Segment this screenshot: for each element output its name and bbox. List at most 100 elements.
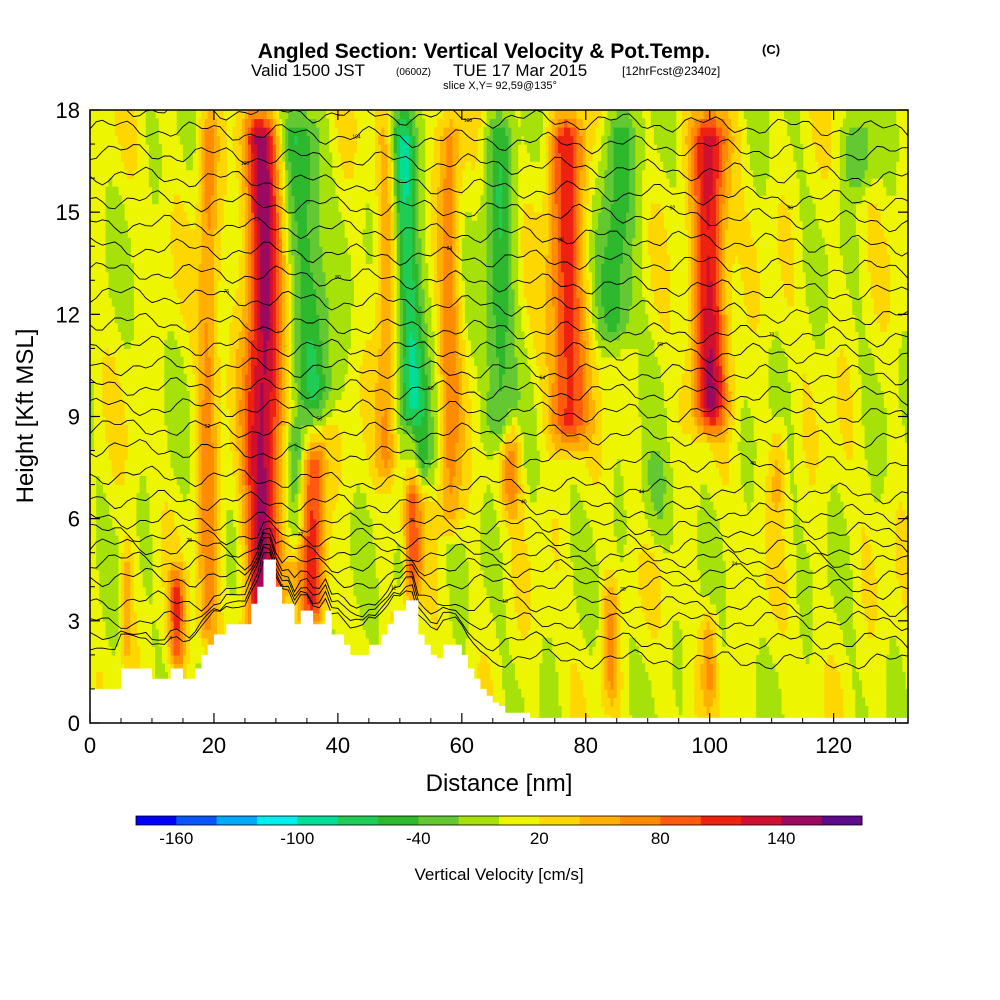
field-cell (207, 118, 212, 128)
field-cell (201, 195, 206, 205)
field-cell (427, 467, 432, 477)
field-cell (195, 501, 200, 511)
field-cell (204, 356, 209, 367)
field-cell (303, 271, 308, 281)
field-cell (368, 237, 373, 247)
field-cell (291, 331, 296, 341)
field-cell (282, 459, 286, 469)
field-cell (229, 356, 234, 367)
field-cell (127, 135, 131, 145)
field-cell (201, 552, 206, 562)
field-cell (204, 110, 209, 120)
field-cell (244, 612, 249, 622)
field-cell (226, 569, 231, 579)
field-cell (266, 254, 271, 264)
field-cell (173, 373, 178, 384)
field-cell (90, 425, 94, 435)
field-cell (213, 373, 218, 384)
field-cell (340, 314, 345, 324)
field-cell (409, 348, 413, 358)
field-cell (244, 169, 249, 179)
field-cell (378, 246, 382, 256)
field-cell (313, 399, 317, 409)
field-cell (275, 203, 280, 213)
field-cell (430, 339, 435, 349)
field-cell (133, 118, 138, 128)
field-cell (371, 544, 376, 554)
field-cell (182, 612, 187, 622)
field-cell (393, 144, 398, 154)
field-cell (384, 212, 389, 222)
field-cell (399, 501, 404, 511)
field-cell (387, 178, 392, 188)
field-cell (133, 637, 138, 647)
field-cell (294, 144, 299, 154)
field-cell (412, 527, 416, 537)
field-cell (269, 450, 274, 460)
field-cell (195, 365, 200, 375)
field-cell (303, 297, 308, 307)
field-cell (207, 152, 212, 162)
field-cell (288, 237, 292, 247)
field-cell (133, 654, 138, 664)
field-cell (198, 356, 203, 367)
field-cell (210, 365, 215, 375)
field-cell (182, 569, 187, 579)
field-cell (241, 322, 246, 332)
field-cell (213, 322, 218, 332)
field-cell (176, 280, 181, 290)
field-cell (133, 620, 138, 630)
field-cell (272, 246, 277, 256)
field-cell (340, 237, 345, 247)
field-cell (254, 518, 258, 528)
field-cell (285, 569, 289, 579)
field-cell (412, 442, 416, 452)
field-cell (235, 144, 240, 154)
field-cell (362, 373, 367, 384)
field-cell (337, 127, 342, 137)
field-cell (297, 535, 302, 545)
field-cell (378, 331, 382, 341)
field-cell (182, 246, 187, 256)
field-cell (368, 552, 373, 562)
field-cell (285, 322, 289, 332)
field-cell (421, 433, 426, 443)
field-cell (223, 127, 227, 137)
field-cell (309, 271, 314, 281)
field-cell (421, 425, 426, 435)
field-cell (344, 254, 348, 264)
field-cell (294, 510, 299, 520)
field-cell (238, 280, 243, 290)
field-cell (309, 297, 314, 307)
field-cell (263, 390, 268, 401)
field-cell (217, 271, 221, 281)
field-cell (421, 382, 426, 392)
field-cell (111, 297, 116, 307)
field-cell (244, 305, 249, 315)
field-cell (266, 425, 271, 435)
field-cell (257, 382, 262, 392)
field-cell (217, 263, 221, 273)
field-cell (334, 459, 339, 469)
field-cell (415, 339, 420, 349)
field-cell (275, 578, 280, 588)
field-cell (111, 373, 116, 384)
field-cell (148, 178, 153, 188)
field-cell (195, 305, 200, 315)
field-cell (331, 390, 336, 401)
field-cell (105, 407, 110, 418)
field-cell (105, 527, 110, 537)
field-cell (241, 212, 246, 222)
field-cell (176, 578, 181, 588)
field-cell (350, 535, 354, 545)
field-cell (210, 161, 215, 171)
field-cell (412, 450, 416, 460)
field-cell (322, 518, 327, 528)
field-cell (347, 288, 351, 298)
field-cell (378, 169, 382, 179)
field-cell (390, 459, 395, 469)
field-cell (325, 288, 330, 298)
field-cell (99, 552, 103, 562)
field-cell (111, 544, 116, 554)
field-cell (254, 246, 258, 256)
